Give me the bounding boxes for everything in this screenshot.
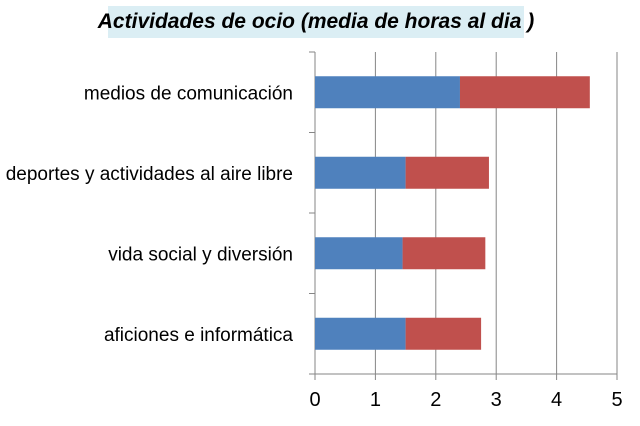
x-tick-label: 3 (491, 389, 502, 411)
x-tick-label: 2 (430, 389, 441, 411)
bar-segment (315, 237, 403, 270)
chart-title-box: Actividades de ocio (media de horas al d… (98, 6, 534, 38)
x-tick-label: 4 (551, 389, 562, 411)
chart-title: Actividades de ocio (media de horas al d… (97, 10, 535, 33)
bar-segment (405, 317, 482, 350)
category-label: medios de comunicación (84, 83, 293, 104)
bar-segment (315, 156, 406, 189)
category-label: vida social y diversión (108, 244, 293, 265)
x-tick-label: 1 (370, 389, 381, 411)
category-label: deportes y actividades al aire libre (6, 164, 293, 185)
x-tick-label: 0 (309, 389, 320, 411)
x-tick-label: 5 (611, 389, 622, 411)
bar-segment (315, 76, 460, 109)
category-label: aficiones e informática (104, 325, 293, 346)
bar-segment (405, 156, 489, 189)
bar-segment (402, 237, 486, 270)
bar-segment (459, 76, 590, 109)
bar-segment (315, 317, 406, 350)
